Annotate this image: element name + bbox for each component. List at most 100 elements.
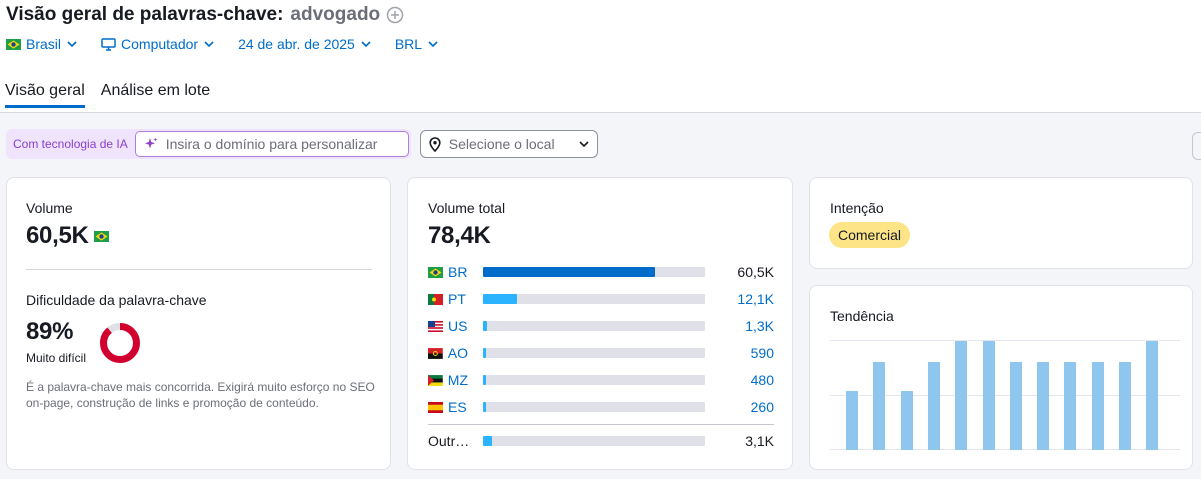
trend-card: Tendência bbox=[809, 285, 1193, 470]
kd-value: 89% bbox=[26, 318, 74, 345]
divider bbox=[428, 424, 774, 425]
country-link[interactable]: ES bbox=[428, 399, 468, 415]
angola-flag-icon bbox=[428, 347, 443, 359]
gridline bbox=[830, 340, 1180, 341]
volume-bar bbox=[483, 436, 705, 446]
device-label: Computador bbox=[121, 36, 199, 52]
country-link[interactable]: PT bbox=[428, 291, 468, 307]
page-header: Visão geral de palavras-chave: advogado … bbox=[0, 0, 1201, 113]
kd-level: Muito difícil bbox=[26, 351, 87, 365]
trend-bar[interactable] bbox=[1064, 362, 1076, 450]
volume-bar bbox=[483, 402, 705, 412]
title-row: Visão geral de palavras-chave: advogado bbox=[6, 3, 404, 27]
brazil-flag-icon bbox=[428, 266, 443, 278]
tab-overview[interactable]: Visão geral bbox=[5, 82, 85, 108]
country-volume[interactable]: 480 bbox=[750, 372, 774, 388]
country-row-br: BR 60,5K bbox=[428, 264, 774, 280]
volume-bar bbox=[483, 294, 705, 304]
intent-label: Intenção bbox=[830, 200, 884, 216]
intent-badge[interactable]: Comercial bbox=[829, 222, 911, 248]
volume-bar-fill bbox=[483, 348, 486, 358]
spain-flag-icon bbox=[428, 401, 443, 413]
country-row-es: ES 260 bbox=[428, 399, 774, 415]
trend-bar[interactable] bbox=[1146, 341, 1158, 450]
device-filter[interactable]: Computador bbox=[101, 36, 214, 52]
volume-value: 60,5K bbox=[26, 222, 89, 249]
add-circle-icon[interactable] bbox=[386, 6, 404, 24]
baseline bbox=[830, 449, 1180, 450]
country-code: BR bbox=[448, 264, 468, 280]
trend-bar[interactable] bbox=[955, 341, 967, 450]
intent-badge-wrap: Comercial bbox=[829, 222, 911, 248]
chevron-down-icon bbox=[361, 41, 371, 47]
ai-box: Com tecnologia de IA Insira o domínio pa… bbox=[6, 129, 411, 159]
portugal-flag-icon bbox=[428, 293, 443, 305]
country-link[interactable]: AO bbox=[428, 345, 468, 361]
volume-card: Volume 60,5K Dificuldade da palavra-chav… bbox=[6, 177, 391, 470]
country-volume[interactable]: 12,1K bbox=[737, 291, 774, 307]
other-label: Outr… bbox=[428, 433, 470, 449]
volume-bar-fill bbox=[483, 321, 487, 331]
trend-bar[interactable] bbox=[1092, 362, 1104, 450]
trend-bar[interactable] bbox=[983, 341, 995, 450]
country-volume[interactable]: 590 bbox=[750, 345, 774, 361]
country-link[interactable]: BR bbox=[428, 264, 468, 280]
location-pin-icon bbox=[429, 136, 441, 152]
country-link[interactable]: US bbox=[428, 318, 468, 334]
kd-donut-arc bbox=[100, 323, 140, 363]
divider bbox=[26, 269, 372, 270]
trend-bar[interactable] bbox=[846, 391, 858, 450]
chevron-down-icon bbox=[579, 141, 589, 147]
trend-bar[interactable] bbox=[873, 362, 885, 450]
chevron-down-icon bbox=[428, 41, 438, 47]
country-code: MZ bbox=[447, 372, 468, 388]
tab-batch-analysis[interactable]: Análise em lote bbox=[100, 82, 211, 99]
usa-flag-icon bbox=[428, 320, 443, 332]
volume-label: Volume bbox=[26, 200, 73, 216]
country-label: Brasil bbox=[26, 36, 62, 52]
country-code: US bbox=[448, 318, 468, 334]
trend-bar[interactable] bbox=[1037, 362, 1049, 450]
country-row-other: Outr… 3,1K bbox=[428, 433, 774, 449]
trend-bar[interactable] bbox=[901, 391, 913, 450]
trend-chart bbox=[830, 340, 1180, 450]
trend-bar[interactable] bbox=[928, 362, 940, 450]
country-volume: 60,5K bbox=[737, 264, 774, 280]
country-link[interactable]: MZ bbox=[428, 372, 468, 388]
volume-bar bbox=[483, 267, 705, 277]
kd-donut-chart bbox=[100, 323, 140, 363]
volume-bar-fill bbox=[483, 436, 492, 446]
volume-bar bbox=[483, 375, 705, 385]
filters-bar: Brasil Computador 24 de abr. de 2025 BRL bbox=[6, 36, 462, 52]
volume-bar-fill bbox=[483, 402, 486, 412]
volume-bar bbox=[483, 321, 705, 331]
currency-filter[interactable]: BRL bbox=[395, 36, 438, 52]
total-volume-label: Volume total bbox=[428, 200, 506, 216]
volume-bar-fill bbox=[483, 375, 486, 385]
intent-card: Intenção Comercial bbox=[809, 177, 1193, 269]
ai-label: Com tecnologia de IA bbox=[13, 137, 128, 151]
country-row-mz: MZ 480 bbox=[428, 372, 774, 388]
domain-input[interactable]: Insira o domínio para personalizar bbox=[134, 131, 409, 157]
volume-bar-fill bbox=[483, 267, 655, 277]
kd-description: É a palavra-chave mais concorrida. Exigi… bbox=[26, 380, 375, 410]
other-volume: 3,1K bbox=[745, 433, 774, 449]
date-filter[interactable]: 24 de abr. de 2025 bbox=[238, 36, 371, 52]
country-filter[interactable]: Brasil bbox=[6, 36, 77, 52]
toolbar-edge-button[interactable] bbox=[1192, 132, 1201, 160]
location-select[interactable]: Selecione o local bbox=[419, 130, 598, 158]
country-row-pt: PT 12,1K bbox=[428, 291, 774, 307]
trend-bar[interactable] bbox=[1010, 362, 1022, 450]
trend-bar[interactable] bbox=[1119, 362, 1131, 450]
volume-value-row: 60,5K bbox=[26, 222, 109, 250]
chevron-down-icon bbox=[204, 41, 214, 47]
mozambique-flag-icon bbox=[428, 374, 443, 386]
country-volume[interactable]: 260 bbox=[750, 399, 774, 415]
total-volume-value: 78,4K bbox=[428, 222, 491, 249]
domain-input-placeholder: Insira o domínio para personalizar bbox=[165, 136, 378, 152]
country-volume[interactable]: 1,3K bbox=[745, 318, 774, 334]
tabs: Visão geral Análise em lote bbox=[5, 82, 226, 108]
brazil-flag-icon bbox=[93, 230, 109, 242]
date-label: 24 de abr. de 2025 bbox=[238, 36, 355, 52]
desktop-icon bbox=[101, 37, 116, 51]
